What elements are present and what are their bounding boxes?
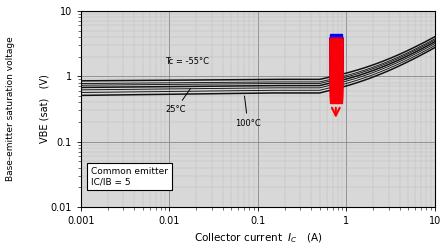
Bar: [330, 38, 342, 72]
Bar: [330, 39, 342, 91]
X-axis label: Collector current  $I_C$   (A): Collector current $I_C$ (A): [194, 231, 322, 245]
Bar: [330, 38, 342, 77]
Text: 25°C: 25°C: [165, 89, 190, 114]
Bar: [330, 39, 342, 96]
Bar: [330, 39, 342, 100]
Y-axis label: VBE (sat)   (V): VBE (sat) (V): [39, 75, 49, 143]
Bar: [330, 37, 342, 46]
Bar: [330, 38, 342, 63]
Bar: [330, 37, 342, 39]
Bar: [330, 37, 342, 42]
Bar: [330, 39, 342, 88]
Bar: [330, 39, 342, 93]
Bar: [330, 35, 342, 37]
Bar: [330, 38, 342, 65]
Text: Tc = -55°C: Tc = -55°C: [165, 57, 209, 66]
Bar: [330, 38, 342, 60]
Text: 100°C: 100°C: [235, 96, 261, 128]
Bar: [330, 37, 342, 49]
Bar: [330, 39, 342, 86]
Text: Common emitter
IC/IB = 5: Common emitter IC/IB = 5: [91, 167, 168, 186]
Text: Base-emitter saturation voltage: Base-emitter saturation voltage: [5, 37, 15, 181]
Bar: [330, 38, 342, 81]
Bar: [330, 38, 342, 58]
Bar: [330, 38, 342, 56]
Bar: [330, 38, 342, 79]
Bar: [330, 37, 342, 51]
Bar: [330, 38, 342, 70]
Bar: [330, 37, 342, 44]
Bar: [330, 39, 342, 103]
Bar: [330, 38, 342, 53]
Bar: [330, 39, 342, 98]
Bar: [330, 38, 342, 74]
Bar: [330, 38, 342, 67]
Bar: [330, 39, 342, 84]
